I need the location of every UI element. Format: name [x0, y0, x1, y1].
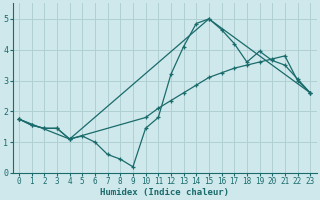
- X-axis label: Humidex (Indice chaleur): Humidex (Indice chaleur): [100, 188, 229, 197]
